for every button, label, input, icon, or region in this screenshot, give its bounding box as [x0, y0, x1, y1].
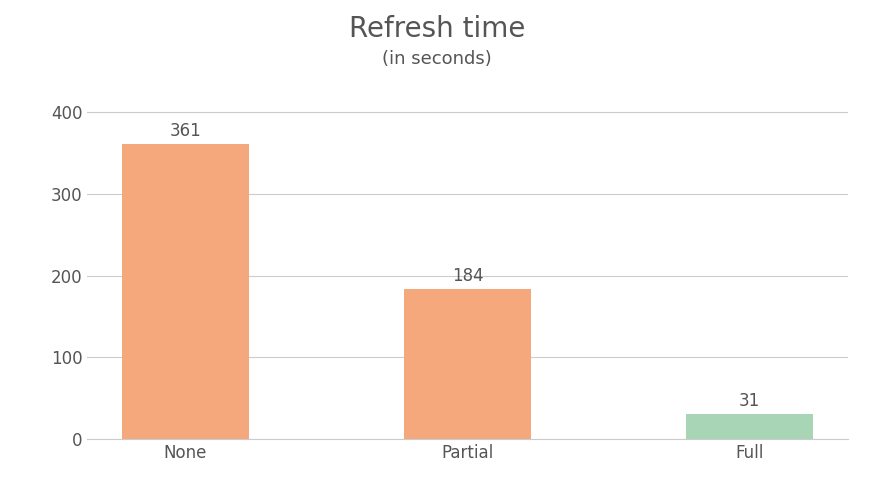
Text: Refresh time: Refresh time: [349, 15, 525, 42]
Bar: [686, 414, 813, 439]
Bar: [122, 144, 249, 439]
Text: (in seconds): (in seconds): [382, 50, 492, 67]
Text: 361: 361: [170, 122, 201, 140]
Text: 184: 184: [452, 267, 483, 285]
Bar: [404, 289, 531, 439]
Text: 31: 31: [739, 392, 760, 410]
